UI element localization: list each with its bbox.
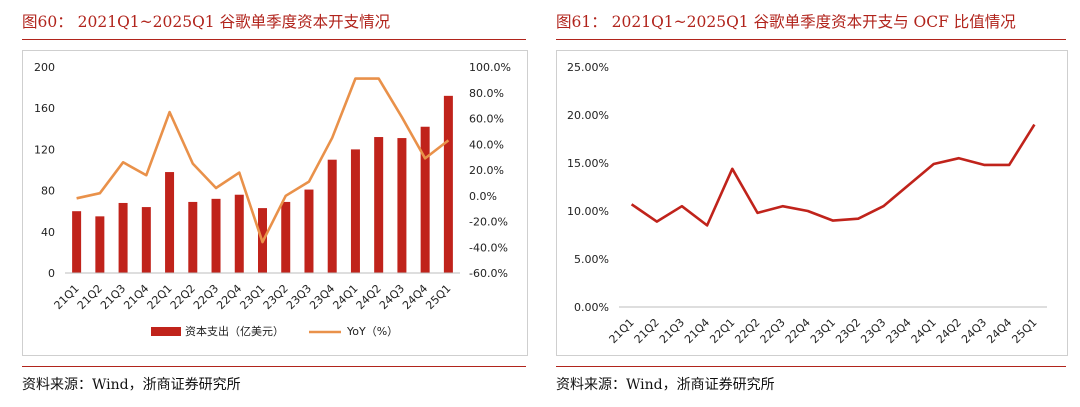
capex-bar [397, 138, 407, 273]
capex-bar [165, 172, 175, 273]
x-axis-tick-label: 22Q3 [758, 316, 788, 346]
left-source-rule [22, 366, 526, 367]
x-axis-tick-label: 22Q1 [145, 282, 175, 312]
x-axis-tick-label: 22Q2 [732, 316, 762, 346]
y-axis-tick-label: 40 [41, 226, 55, 239]
capex-bar [350, 149, 360, 273]
y-axis-tick-label: 80 [41, 185, 55, 198]
capex-bar [118, 202, 128, 273]
right-source-rule [556, 366, 1066, 367]
x-axis-tick-label: 24Q4 [400, 282, 430, 312]
y-axis-tick-label: 0 [48, 267, 55, 280]
ratio-chart-frame: 0.00% 5.00% 10.00% 15.00% 20.00% 25.00% 21Q1 21… [556, 50, 1068, 356]
x-axis-tick-label: 21Q3 [98, 282, 128, 312]
capex-bar [188, 201, 198, 273]
y-axis-tick-label: 15.00% [567, 157, 609, 170]
left-title-rule [22, 39, 526, 40]
x-axis-tick-label: 21Q2 [75, 282, 105, 312]
x-axis-tick-label: 21Q4 [682, 316, 712, 346]
legend-capex-label: 资本支出（亿美元） [185, 324, 284, 338]
x-axis-tick-label: 23Q1 [237, 282, 267, 312]
right-title-rule [556, 39, 1066, 40]
x-axis-tick-label: 23Q2 [261, 282, 291, 312]
y2-axis-tick-label: 0.0% [469, 190, 497, 203]
capex-bar [327, 159, 337, 273]
x-axis-tick-label: 23Q3 [284, 282, 314, 312]
x-axis-tick-label: 23Q4 [883, 316, 913, 346]
x-axis-tick-label: 24Q3 [377, 282, 407, 312]
y2-axis-tick-label: 40.0% [469, 138, 504, 151]
y-axis-tick-label: 5.00% [574, 253, 609, 266]
y2-axis-tick-label: -60.0% [469, 267, 508, 280]
ratio-series-line [630, 123, 1036, 227]
x-axis-tick-label: 23Q3 [858, 316, 888, 346]
y2-axis-tick-label: 60.0% [469, 113, 504, 126]
x-axis-tick-label: 22Q4 [214, 282, 244, 312]
right-figure-title: 图61： 2021Q1~2025Q1 谷歌单季度资本开支与 OCF 比值情况 [556, 13, 1016, 31]
y2-axis-tick-label: 80.0% [469, 87, 504, 100]
x-axis-tick-label: 24Q2 [354, 282, 384, 312]
capex-bar [211, 198, 221, 273]
capex-bar [234, 194, 244, 273]
capex-bar [304, 189, 314, 273]
y2-axis-tick-label: -20.0% [469, 216, 508, 229]
y-axis-tick-label: 160 [34, 102, 55, 115]
y2-axis-tick-label: 20.0% [469, 164, 504, 177]
x-axis-tick-label: 23Q1 [808, 316, 838, 346]
x-axis-tick-label: 22Q3 [191, 282, 221, 312]
x-axis-tick-label: 24Q2 [934, 316, 964, 346]
x-axis-tick-label: 21Q2 [632, 316, 662, 346]
x-axis-tick-label: 23Q2 [833, 316, 863, 346]
left-figure-title: 图60： 2021Q1~2025Q1 谷歌单季度资本开支情况 [22, 13, 391, 31]
left-source-note: 资料来源：Wind，浙商证券研究所 [22, 377, 241, 393]
y-axis-tick-label: 10.00% [567, 205, 609, 218]
capex-bar [420, 126, 430, 274]
ratio-chart: 0.00%5.00%10.00%15.00%20.00%25.00%21Q121… [567, 61, 1047, 346]
x-axis-tick-label: 21Q1 [607, 316, 637, 346]
capex-bar [374, 137, 384, 273]
capex-chart-frame: 0 40 80 120 160 200 -60.0% -40.0% -20.0% 0.0% 20.0… [22, 50, 528, 356]
y-axis-tick-label: 200 [34, 61, 55, 74]
x-axis-tick-label: 22Q1 [707, 316, 737, 346]
x-axis-tick-label: 23Q4 [307, 282, 337, 312]
x-axis-tick-label: 24Q1 [330, 282, 360, 312]
x-axis-tick-label: 24Q1 [909, 316, 939, 346]
right-source-note: 资料来源：Wind，浙商证券研究所 [556, 377, 775, 393]
capex-bar [141, 207, 151, 273]
capex-bar [281, 201, 291, 273]
legend-capex-swatch [151, 327, 181, 336]
y2-axis-tick-label: 100.0% [469, 61, 511, 74]
y-axis-tick-label: 20.00% [567, 109, 609, 122]
x-axis-tick-label: 22Q4 [783, 316, 813, 346]
x-axis-tick-label: 21Q4 [121, 282, 151, 312]
legend-yoy-label: YoY（%） [346, 325, 398, 338]
left-panel: 图60： 2021Q1~2025Q1 谷歌单季度资本开支情况 0 40 80 120 1… [0, 0, 528, 407]
right-panel: 图61： 2021Q1~2025Q1 谷歌单季度资本开支与 OCF 比值情况 0… [548, 0, 1080, 407]
x-axis-tick-label: 25Q1 [1009, 316, 1039, 346]
y-axis-tick-label: 120 [34, 143, 55, 156]
x-axis-tick-label: 24Q4 [984, 316, 1014, 346]
capex-bar [443, 95, 453, 273]
x-axis-tick-label: 22Q2 [168, 282, 198, 312]
capex-bar [72, 211, 82, 273]
x-axis-tick-label: 21Q3 [657, 316, 687, 346]
x-axis-tick-label: 24Q3 [959, 316, 989, 346]
x-axis-tick-label: 25Q1 [423, 282, 453, 312]
capex-chart: 0 40 80 120 160 200 -60.0% -40.0% -20.0% 0.0% 20.0… [34, 61, 511, 338]
x-axis-tick-label: 21Q1 [52, 282, 82, 312]
y-axis-tick-label: 25.00% [567, 61, 609, 74]
y-axis-tick-label: 0.00% [574, 301, 609, 314]
y2-axis-tick-label: -40.0% [469, 241, 508, 254]
capex-bar [95, 216, 105, 273]
